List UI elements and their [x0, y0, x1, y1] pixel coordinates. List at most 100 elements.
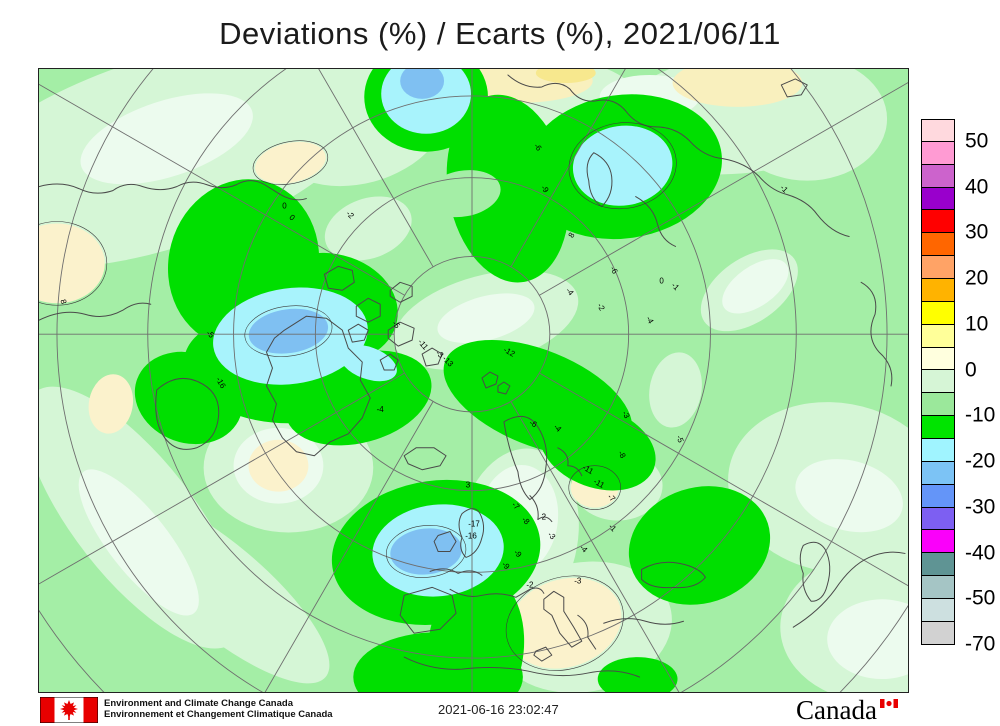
- contour-label: -3: [434, 348, 446, 360]
- legend-cell: [921, 461, 955, 485]
- deviation-map: 8 0 0 -5 -16 -5 -11 -13 -3 -12 -6 -9 8 -6 -4 -2 -4 0 -1 -1-…: [38, 68, 909, 693]
- legend-label: -70: [965, 632, 996, 656]
- legend-label: 20: [965, 266, 989, 290]
- contour-label: 8: [567, 231, 577, 240]
- legend-cell: [921, 119, 955, 142]
- contour-label: -7: [606, 492, 618, 504]
- legend-label: -40: [965, 541, 996, 565]
- contour-label: -1: [778, 183, 790, 195]
- legend-cell: [921, 233, 955, 257]
- page-title: Deviations (%) / Ecarts (%), 2021/06/11: [219, 16, 781, 51]
- legend-label: 10: [965, 312, 989, 336]
- legend-label: 40: [965, 175, 989, 199]
- contour-label: 8: [58, 298, 68, 305]
- legend-cell: [921, 576, 955, 600]
- legend-cell: [921, 164, 955, 188]
- contour-label: -4: [564, 286, 576, 298]
- graticule: [39, 69, 908, 692]
- contour-label: -2: [595, 302, 607, 313]
- contour-label: -2: [344, 209, 356, 221]
- legend-label: -20: [965, 449, 996, 473]
- contour-labels: 800-5-16-5-11-13-3 -12-6-98-6-4-2-40-1-1-…: [58, 142, 790, 590]
- contour-label: -4: [377, 405, 385, 414]
- canada-wordmark-text: Canada: [796, 695, 877, 725]
- legend-cell: [921, 416, 955, 440]
- contour-label: -3: [620, 409, 632, 420]
- contour-label: 0: [659, 276, 664, 285]
- department-line-en: Environment and Climate Change Canada: [104, 698, 293, 709]
- footer: Environment and Climate Change Canada En…: [0, 694, 1000, 726]
- meridian-line: [510, 401, 680, 692]
- canada-wordmark: Canada: [796, 695, 906, 725]
- contour-label: -4: [644, 315, 656, 326]
- contour-label: -5: [205, 329, 217, 341]
- blue-cores: [248, 69, 462, 575]
- meridian-line: [39, 83, 405, 296]
- legend-cell: [921, 279, 955, 302]
- meridian-line: [318, 69, 434, 268]
- contour-label: -16: [465, 531, 477, 540]
- cream-areas: [39, 69, 803, 669]
- department-line-fr: Environnement et Changement Climatique C…: [104, 709, 333, 720]
- meridian-line: [539, 372, 908, 587]
- contour-label: -6: [528, 418, 539, 430]
- contour-label: -1: [607, 522, 619, 534]
- legend-label: -50: [965, 586, 996, 610]
- legend-cell: [921, 301, 955, 325]
- meridian-line: [510, 69, 626, 268]
- legend-cell: [921, 141, 955, 165]
- legend-label: 50: [965, 129, 989, 153]
- legend-label: 0: [965, 358, 977, 382]
- contour-label: -17: [468, 520, 480, 529]
- color-scale: 50 40 30 20 10 0 -10 -20 -30 -40 -50 -70: [921, 119, 995, 656]
- contour-label: -2: [526, 580, 534, 589]
- green-pocket: [425, 170, 501, 218]
- coastlines: [39, 74, 906, 678]
- legend-cell: [921, 507, 955, 531]
- legend-label: 30: [965, 220, 989, 244]
- legend-cell: [921, 599, 955, 622]
- canada-flag-icon: [40, 697, 98, 723]
- contour-label: -7: [510, 500, 522, 512]
- contour-label: -6: [532, 142, 544, 154]
- legend-cell: [921, 187, 955, 211]
- legend-cell: [921, 210, 955, 234]
- canada-wordmark-flag-icon: [880, 699, 898, 708]
- legend-label: -10: [965, 403, 996, 427]
- contour-label: -9: [500, 560, 512, 572]
- legend-cell: [921, 370, 955, 394]
- contour-label: -3: [546, 530, 558, 542]
- contour-label: -4: [578, 543, 590, 555]
- generation-timestamp: 2021-06-16 23:02:47: [438, 702, 559, 717]
- legend-cell: [921, 393, 955, 417]
- legend-cell: [921, 324, 955, 348]
- contour-label: -4: [552, 422, 564, 434]
- contour-label: -3: [574, 576, 582, 585]
- contour-label: -5: [390, 319, 402, 331]
- legend-cell: [921, 347, 955, 371]
- legend-cell: [921, 553, 955, 577]
- department-signature: Environment and Climate Change Canada En…: [104, 698, 333, 720]
- legend-cell: [921, 484, 955, 508]
- contour-label: -1: [670, 281, 682, 293]
- contour-label: -6: [608, 265, 620, 276]
- bright-green-areas: [134, 69, 771, 692]
- contour-label: -5: [674, 434, 685, 444]
- meridian-line: [539, 82, 908, 296]
- contour-label: -9: [512, 548, 524, 560]
- map-svg: 800-5-16-5-11-13-3 -12-6-98-6-4-2-40-1-1-…: [39, 69, 908, 692]
- legend-label: -30: [965, 495, 996, 519]
- contour-label: 2: [542, 513, 547, 522]
- legend-cell: [921, 256, 955, 280]
- contour-label: -8: [520, 515, 532, 527]
- contour-label: 3: [466, 481, 471, 490]
- contour-outlines: [39, 122, 677, 671]
- legend-cell: [921, 621, 955, 645]
- legend-cell: [921, 530, 955, 554]
- contour-label: -9: [539, 183, 551, 195]
- meridian-line: [39, 372, 405, 585]
- contour-label: 0: [282, 202, 287, 211]
- legend-cell: [921, 439, 955, 462]
- contour-label: -8: [616, 449, 628, 460]
